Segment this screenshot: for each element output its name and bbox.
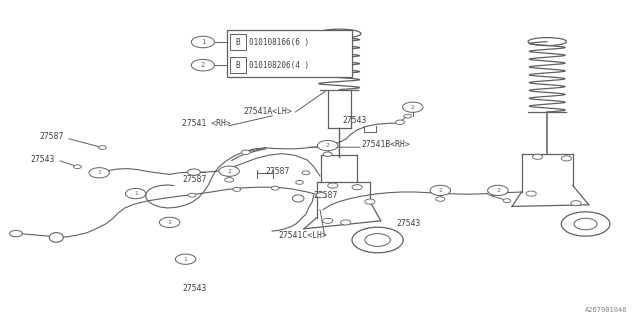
- Text: 27587: 27587: [266, 167, 290, 176]
- Text: 2: 2: [201, 62, 205, 68]
- Circle shape: [532, 154, 543, 159]
- Circle shape: [175, 254, 196, 264]
- Text: 1: 1: [134, 191, 138, 196]
- Text: 27541B<RH>: 27541B<RH>: [362, 140, 410, 149]
- Circle shape: [488, 192, 495, 196]
- Text: 27543: 27543: [182, 284, 207, 293]
- Circle shape: [340, 220, 351, 225]
- Circle shape: [526, 191, 536, 196]
- Circle shape: [403, 102, 423, 112]
- Circle shape: [10, 230, 22, 237]
- Text: 010108206(4 ): 010108206(4 ): [249, 61, 309, 70]
- Text: B: B: [236, 61, 241, 70]
- Circle shape: [188, 193, 196, 197]
- FancyBboxPatch shape: [230, 57, 246, 73]
- Text: 27587: 27587: [182, 175, 207, 184]
- Circle shape: [191, 60, 214, 71]
- Circle shape: [271, 186, 279, 190]
- Circle shape: [352, 185, 362, 190]
- Circle shape: [302, 171, 310, 175]
- Circle shape: [365, 199, 375, 204]
- Circle shape: [365, 234, 390, 246]
- Text: 1: 1: [97, 170, 101, 175]
- Text: 27587: 27587: [314, 191, 338, 200]
- Text: 27543: 27543: [397, 219, 421, 228]
- Ellipse shape: [528, 38, 566, 46]
- Circle shape: [561, 212, 610, 236]
- Circle shape: [323, 152, 332, 156]
- Circle shape: [436, 197, 445, 201]
- Circle shape: [99, 146, 106, 149]
- Ellipse shape: [292, 195, 304, 202]
- Circle shape: [191, 36, 214, 48]
- Text: 1: 1: [168, 220, 172, 225]
- Text: 2: 2: [227, 169, 231, 174]
- FancyBboxPatch shape: [230, 34, 246, 50]
- Circle shape: [241, 150, 250, 155]
- Circle shape: [219, 166, 239, 176]
- Circle shape: [188, 169, 200, 175]
- Text: 2: 2: [411, 105, 415, 110]
- Circle shape: [323, 218, 333, 223]
- Text: 27587: 27587: [40, 132, 64, 141]
- Circle shape: [571, 201, 581, 206]
- Text: 27541 <RH>: 27541 <RH>: [182, 119, 231, 128]
- Ellipse shape: [317, 29, 361, 38]
- Circle shape: [574, 218, 597, 230]
- Circle shape: [89, 168, 109, 178]
- Text: 1: 1: [184, 257, 188, 262]
- Circle shape: [430, 185, 451, 196]
- Circle shape: [352, 227, 403, 253]
- Text: B: B: [236, 37, 241, 46]
- Text: 27541A<LH>: 27541A<LH>: [243, 107, 292, 116]
- Text: 27543: 27543: [31, 155, 55, 164]
- Text: 27543: 27543: [342, 116, 367, 125]
- Ellipse shape: [49, 233, 63, 242]
- Text: 2: 2: [496, 188, 500, 193]
- Circle shape: [561, 156, 572, 161]
- Circle shape: [225, 178, 234, 182]
- Text: 010108166(6 ): 010108166(6 ): [249, 37, 309, 46]
- Circle shape: [159, 217, 180, 228]
- Circle shape: [316, 193, 326, 198]
- Text: 27541C<LH>: 27541C<LH>: [278, 231, 327, 240]
- Circle shape: [503, 199, 511, 203]
- Circle shape: [317, 140, 338, 151]
- FancyBboxPatch shape: [227, 30, 352, 77]
- Text: 2: 2: [326, 143, 330, 148]
- Circle shape: [404, 114, 412, 118]
- Circle shape: [488, 185, 508, 196]
- Circle shape: [296, 180, 303, 184]
- Circle shape: [125, 188, 146, 199]
- Text: 1: 1: [201, 39, 205, 45]
- Circle shape: [233, 188, 241, 191]
- Circle shape: [74, 165, 81, 169]
- Circle shape: [328, 183, 338, 188]
- Text: 2: 2: [438, 188, 442, 193]
- Text: A267001046: A267001046: [585, 307, 627, 313]
- Circle shape: [396, 120, 404, 124]
